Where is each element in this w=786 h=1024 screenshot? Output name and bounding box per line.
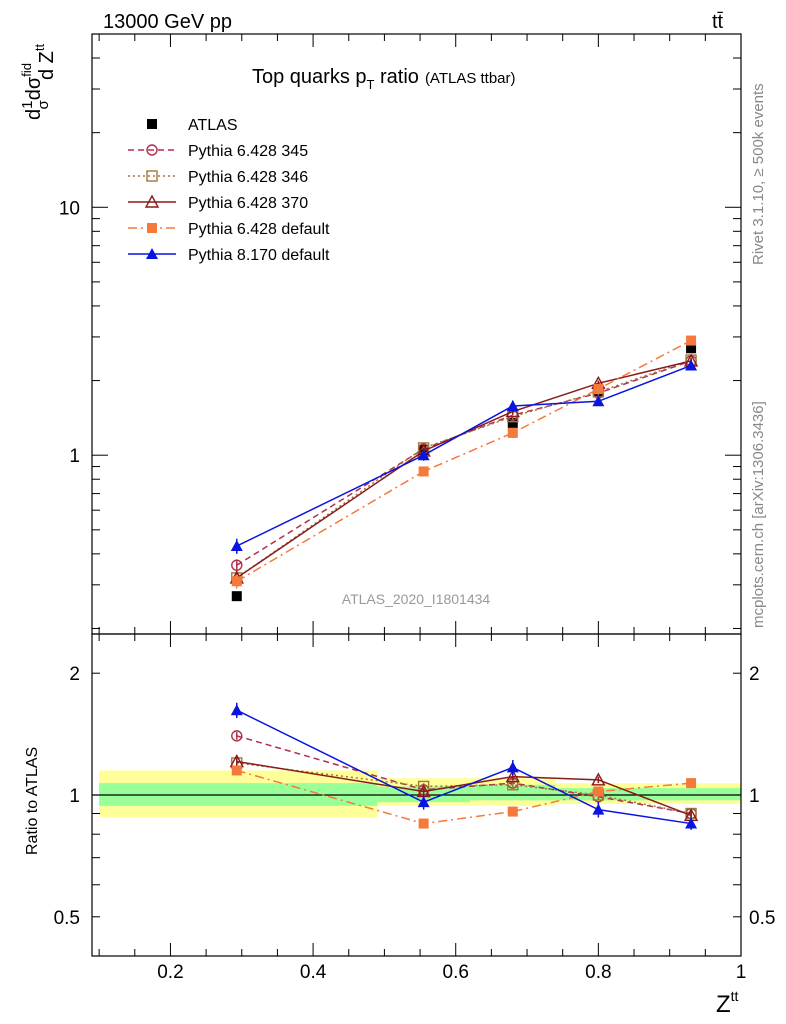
- legend-label: Pythia 6.428 346: [188, 169, 308, 186]
- data-point: [417, 796, 430, 808]
- legend-marker: [147, 223, 157, 233]
- legend-label: Pythia 6.428 default: [188, 221, 330, 238]
- data-point: [686, 343, 697, 354]
- legend-item: Pythia 6.428 346: [128, 169, 308, 186]
- series-line: [236, 359, 692, 579]
- legend-marker: [146, 248, 158, 259]
- data-point: [593, 786, 604, 797]
- data-point: [592, 395, 605, 407]
- legend-item: Pythia 6.428 370: [128, 194, 308, 212]
- series-pythia-8-170-default: [230, 359, 698, 554]
- series-pythia-6-428-346: [231, 354, 697, 585]
- data-point: [231, 765, 242, 776]
- data-point: [418, 818, 429, 829]
- y-axis-label-top: d1σdσfid: [19, 63, 52, 120]
- series-line: [236, 360, 692, 579]
- y-tick-label: 1: [69, 446, 80, 467]
- mcplots-label: mcplots.cern.ch [arXiv:1306.3436]: [750, 401, 767, 628]
- ratio-y-tick-label-right: 2: [749, 664, 760, 685]
- x-tick-label: 0.4: [300, 962, 327, 983]
- series-line: [236, 762, 692, 815]
- ratio-y-tick-label: 1: [69, 786, 80, 807]
- data-point: [591, 772, 606, 786]
- legend-label: Pythia 6.428 345: [188, 143, 308, 160]
- data-point: [686, 778, 697, 789]
- data-point: [686, 335, 697, 346]
- process-label: tt̄: [712, 11, 724, 33]
- data-point: [505, 404, 520, 418]
- legend-marker: [146, 170, 158, 182]
- data-point: [230, 704, 243, 716]
- series-line: [236, 769, 692, 825]
- series-line: [236, 339, 692, 582]
- x-tick-label: 0.6: [443, 962, 469, 983]
- data-point: [506, 761, 519, 773]
- ratio-y-tick-label: 2: [69, 664, 80, 685]
- data-point: [231, 576, 242, 587]
- series-pythia-6-428-default: [231, 765, 697, 829]
- x-tick-label: 0.2: [157, 962, 183, 983]
- legend-item: ATLAS: [147, 117, 238, 134]
- data-point: [593, 383, 604, 394]
- y-axis-label-top-denominator: d Ztt: [32, 43, 58, 80]
- legend-item: Pythia 8.170 default: [128, 247, 330, 264]
- analysis-id: ATLAS_2020_I1801434: [342, 591, 491, 607]
- data-point: [505, 769, 520, 783]
- svg-text:d Ztt: d Ztt: [32, 43, 58, 80]
- data-point: [418, 466, 429, 477]
- x-tick-label: 1: [736, 962, 747, 983]
- data-point: [507, 427, 518, 438]
- legend-label: Pythia 8.170 default: [188, 247, 330, 264]
- legend-marker: [146, 144, 158, 156]
- data-point: [231, 591, 242, 602]
- ratio-y-tick-label: 0.5: [54, 908, 80, 929]
- ratio-y-tick-label-right: 0.5: [749, 908, 775, 929]
- energy-label: 13000 GeV pp: [103, 11, 232, 33]
- data-point: [592, 803, 605, 815]
- series-pythia-6-428-default: [231, 335, 697, 589]
- series-pythia-6-428-345: [231, 355, 697, 572]
- data-point: [507, 417, 518, 428]
- data-point: [685, 817, 698, 829]
- y-tick-label: 10: [59, 198, 80, 219]
- x-axis-label: Ztt: [716, 988, 739, 1018]
- uncertainty-band-inner: [469, 784, 556, 801]
- series-line: [236, 364, 692, 547]
- series-pythia-8-170-default: [230, 702, 698, 830]
- data-point: [507, 806, 518, 817]
- rivet-label: Rivet 3.1.10, ≥ 500k events: [750, 83, 767, 265]
- ratio-y-tick-label-right: 1: [749, 786, 760, 807]
- legend-item: Pythia 6.428 345: [128, 143, 308, 160]
- data-point: [231, 559, 243, 571]
- x-tick-label: 0.8: [585, 962, 611, 983]
- svg-text:d1σdσfid: d1σdσfid: [19, 63, 52, 120]
- plot-title: Top quarks pT ratio (ATLAS ttbar): [252, 66, 516, 92]
- legend-item: Pythia 6.428 default: [128, 221, 330, 238]
- data-point: [230, 540, 243, 552]
- y-axis-label-bottom: Ratio to ATLAS: [24, 747, 41, 855]
- data-point: [506, 399, 519, 411]
- data-point: [685, 359, 698, 371]
- legend-label: Pythia 6.428 370: [188, 195, 308, 212]
- data-point: [231, 730, 243, 742]
- data-point: [417, 449, 430, 461]
- legend-marker: [144, 194, 160, 208]
- uncertainty-band-inner: [641, 788, 741, 801]
- legend-label: ATLAS: [188, 117, 238, 134]
- legend-marker: [147, 119, 157, 129]
